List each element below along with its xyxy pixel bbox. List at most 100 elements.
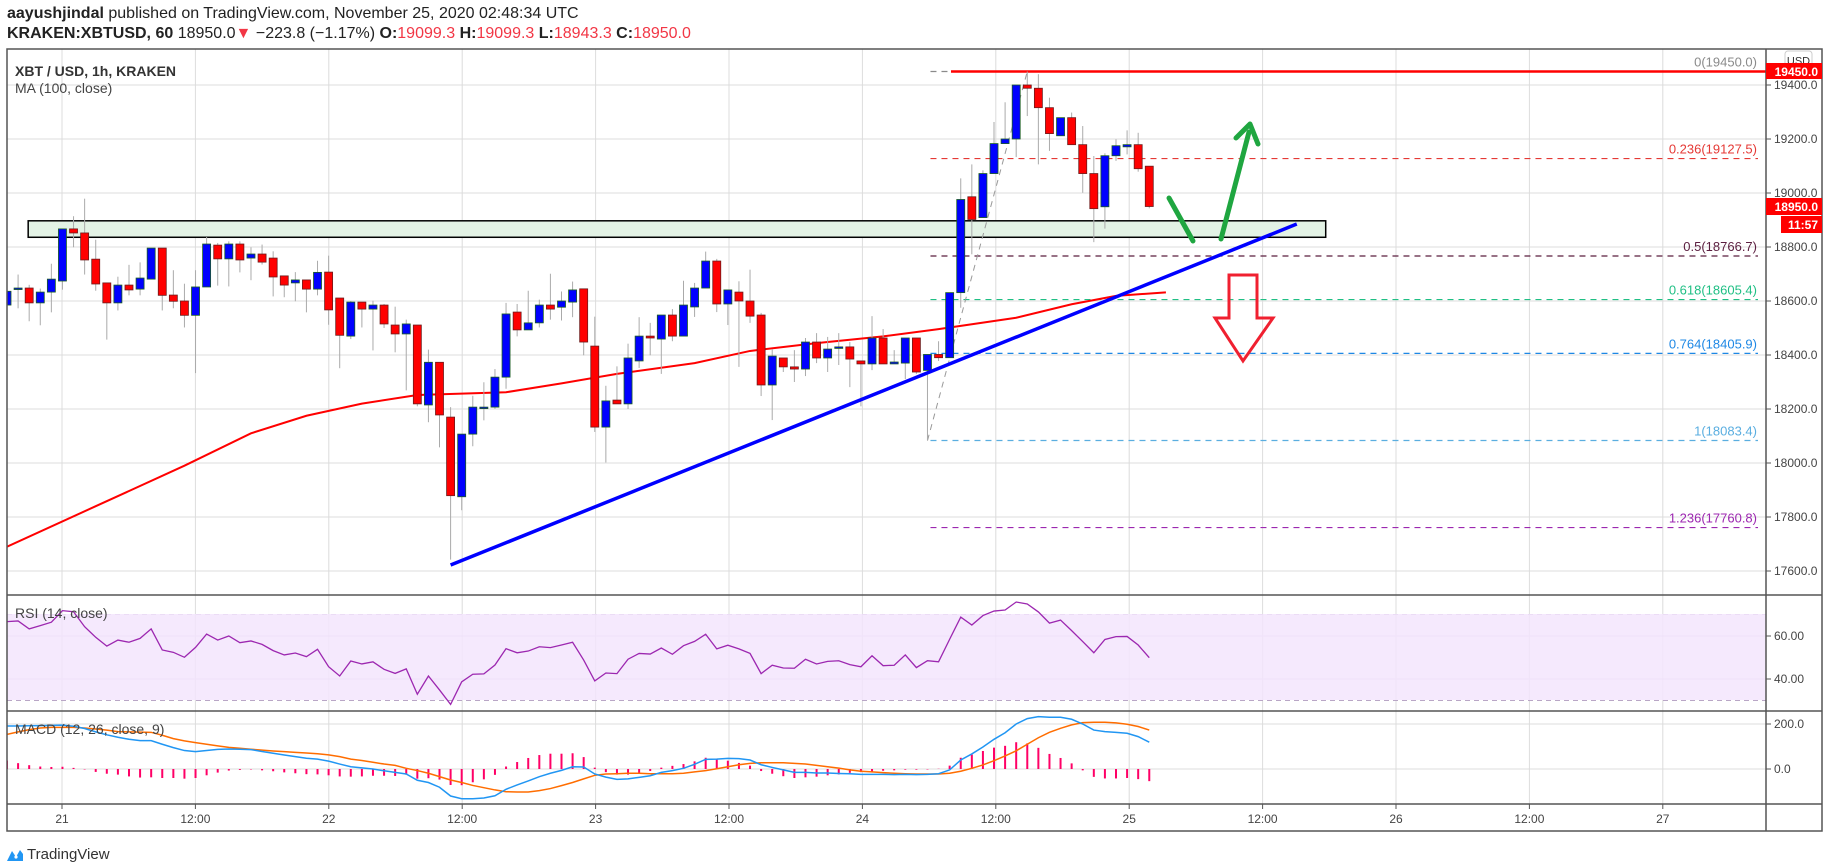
candle[interactable]	[146, 247, 156, 280]
candle[interactable]	[767, 349, 777, 421]
candle[interactable]	[379, 303, 389, 328]
candle[interactable]	[1122, 130, 1132, 155]
candle[interactable]	[967, 164, 977, 255]
candle[interactable]	[1011, 84, 1021, 158]
candle[interactable]	[656, 314, 666, 374]
candle[interactable]	[1144, 165, 1154, 209]
candle[interactable]	[324, 255, 334, 325]
candle[interactable]	[202, 237, 212, 288]
ascending-trendline[interactable]	[449, 222, 1298, 567]
candle[interactable]	[80, 198, 90, 275]
candle[interactable]	[468, 395, 478, 447]
candle[interactable]	[35, 288, 45, 326]
candle[interactable]	[900, 337, 910, 380]
candle[interactable]	[180, 283, 189, 328]
candle[interactable]	[989, 121, 999, 174]
candle[interactable]	[401, 319, 411, 391]
candle[interactable]	[512, 303, 522, 337]
candle[interactable]	[579, 288, 589, 356]
candle[interactable]	[435, 361, 444, 448]
candle[interactable]	[1022, 71, 1032, 117]
candle[interactable]	[612, 366, 622, 405]
candle[interactable]	[46, 263, 56, 313]
candle[interactable]	[268, 251, 278, 297]
candle[interactable]	[812, 333, 821, 364]
candle[interactable]	[235, 241, 245, 273]
candle[interactable]	[789, 350, 799, 382]
candle[interactable]	[501, 302, 511, 389]
candle[interactable]	[58, 228, 67, 290]
candle[interactable]	[557, 291, 566, 321]
candle[interactable]	[1078, 126, 1088, 193]
candle[interactable]	[690, 282, 699, 317]
candle[interactable]	[745, 269, 755, 323]
candle[interactable]	[124, 264, 134, 296]
candle[interactable]	[290, 272, 300, 302]
candle[interactable]	[3, 287, 12, 310]
candle[interactable]	[712, 258, 722, 313]
candle[interactable]	[668, 309, 677, 342]
author-name[interactable]: aayushjindal	[7, 5, 104, 22]
candle[interactable]	[1100, 153, 1110, 229]
candle[interactable]	[313, 260, 322, 296]
chart-title-legend[interactable]: XBT / USD, 1h, KRAKEN	[15, 63, 176, 79]
candle[interactable]	[878, 329, 888, 365]
candle[interactable]	[723, 289, 733, 326]
support-zone[interactable]	[27, 220, 1327, 239]
candle[interactable]	[157, 247, 167, 311]
macd-legend[interactable]: MACD (12, 26, close, 9)	[15, 721, 164, 737]
candle[interactable]	[801, 337, 810, 377]
ma-legend[interactable]: MA (100, close)	[15, 80, 112, 96]
candle[interactable]	[191, 270, 200, 374]
candle[interactable]	[1033, 74, 1043, 165]
candle[interactable]	[956, 178, 966, 308]
candle[interactable]	[701, 251, 711, 289]
candle[interactable]	[1089, 156, 1099, 243]
candle[interactable]	[778, 357, 788, 373]
tradingview-logo[interactable]: TradingView	[6, 846, 110, 863]
candle[interactable]	[823, 336, 833, 373]
candle[interactable]	[1056, 117, 1065, 137]
candle[interactable]	[834, 333, 844, 365]
candle[interactable]	[845, 342, 855, 388]
candle[interactable]	[346, 301, 356, 340]
candle[interactable]	[1111, 139, 1121, 161]
candle[interactable]	[13, 274, 23, 309]
candle[interactable]	[224, 241, 234, 287]
macd-pane[interactable]	[7, 715, 1151, 800]
candle[interactable]	[102, 282, 112, 340]
candle[interactable]	[601, 385, 611, 463]
candle[interactable]	[457, 433, 467, 511]
candle[interactable]	[679, 280, 688, 337]
candle[interactable]	[590, 316, 600, 432]
candle[interactable]	[867, 316, 877, 371]
fib-trend-line[interactable]	[926, 71, 1028, 441]
candle[interactable]	[523, 290, 533, 331]
candle[interactable]	[945, 292, 955, 359]
candle[interactable]	[934, 341, 943, 361]
candle[interactable]	[490, 369, 500, 409]
candle[interactable]	[69, 216, 78, 248]
candle[interactable]	[446, 407, 456, 560]
candle[interactable]	[246, 247, 256, 281]
candle[interactable]	[279, 275, 289, 298]
candle[interactable]	[568, 281, 577, 318]
candle[interactable]	[302, 279, 311, 313]
candle[interactable]	[479, 382, 489, 421]
candle[interactable]	[1045, 97, 1054, 151]
candle[interactable]	[634, 317, 644, 368]
candle[interactable]	[734, 281, 744, 367]
candle[interactable]	[546, 273, 555, 320]
candle[interactable]	[978, 170, 988, 218]
candle[interactable]	[623, 343, 633, 409]
candle[interactable]	[257, 244, 267, 265]
candle[interactable]	[135, 262, 145, 296]
candle[interactable]	[91, 239, 101, 291]
candle[interactable]	[889, 350, 899, 365]
candle[interactable]	[534, 299, 544, 328]
candle[interactable]	[24, 284, 34, 322]
candle[interactable]	[923, 354, 932, 441]
candle[interactable]	[1067, 112, 1077, 146]
rsi-legend[interactable]: RSI (14, close)	[15, 605, 108, 621]
